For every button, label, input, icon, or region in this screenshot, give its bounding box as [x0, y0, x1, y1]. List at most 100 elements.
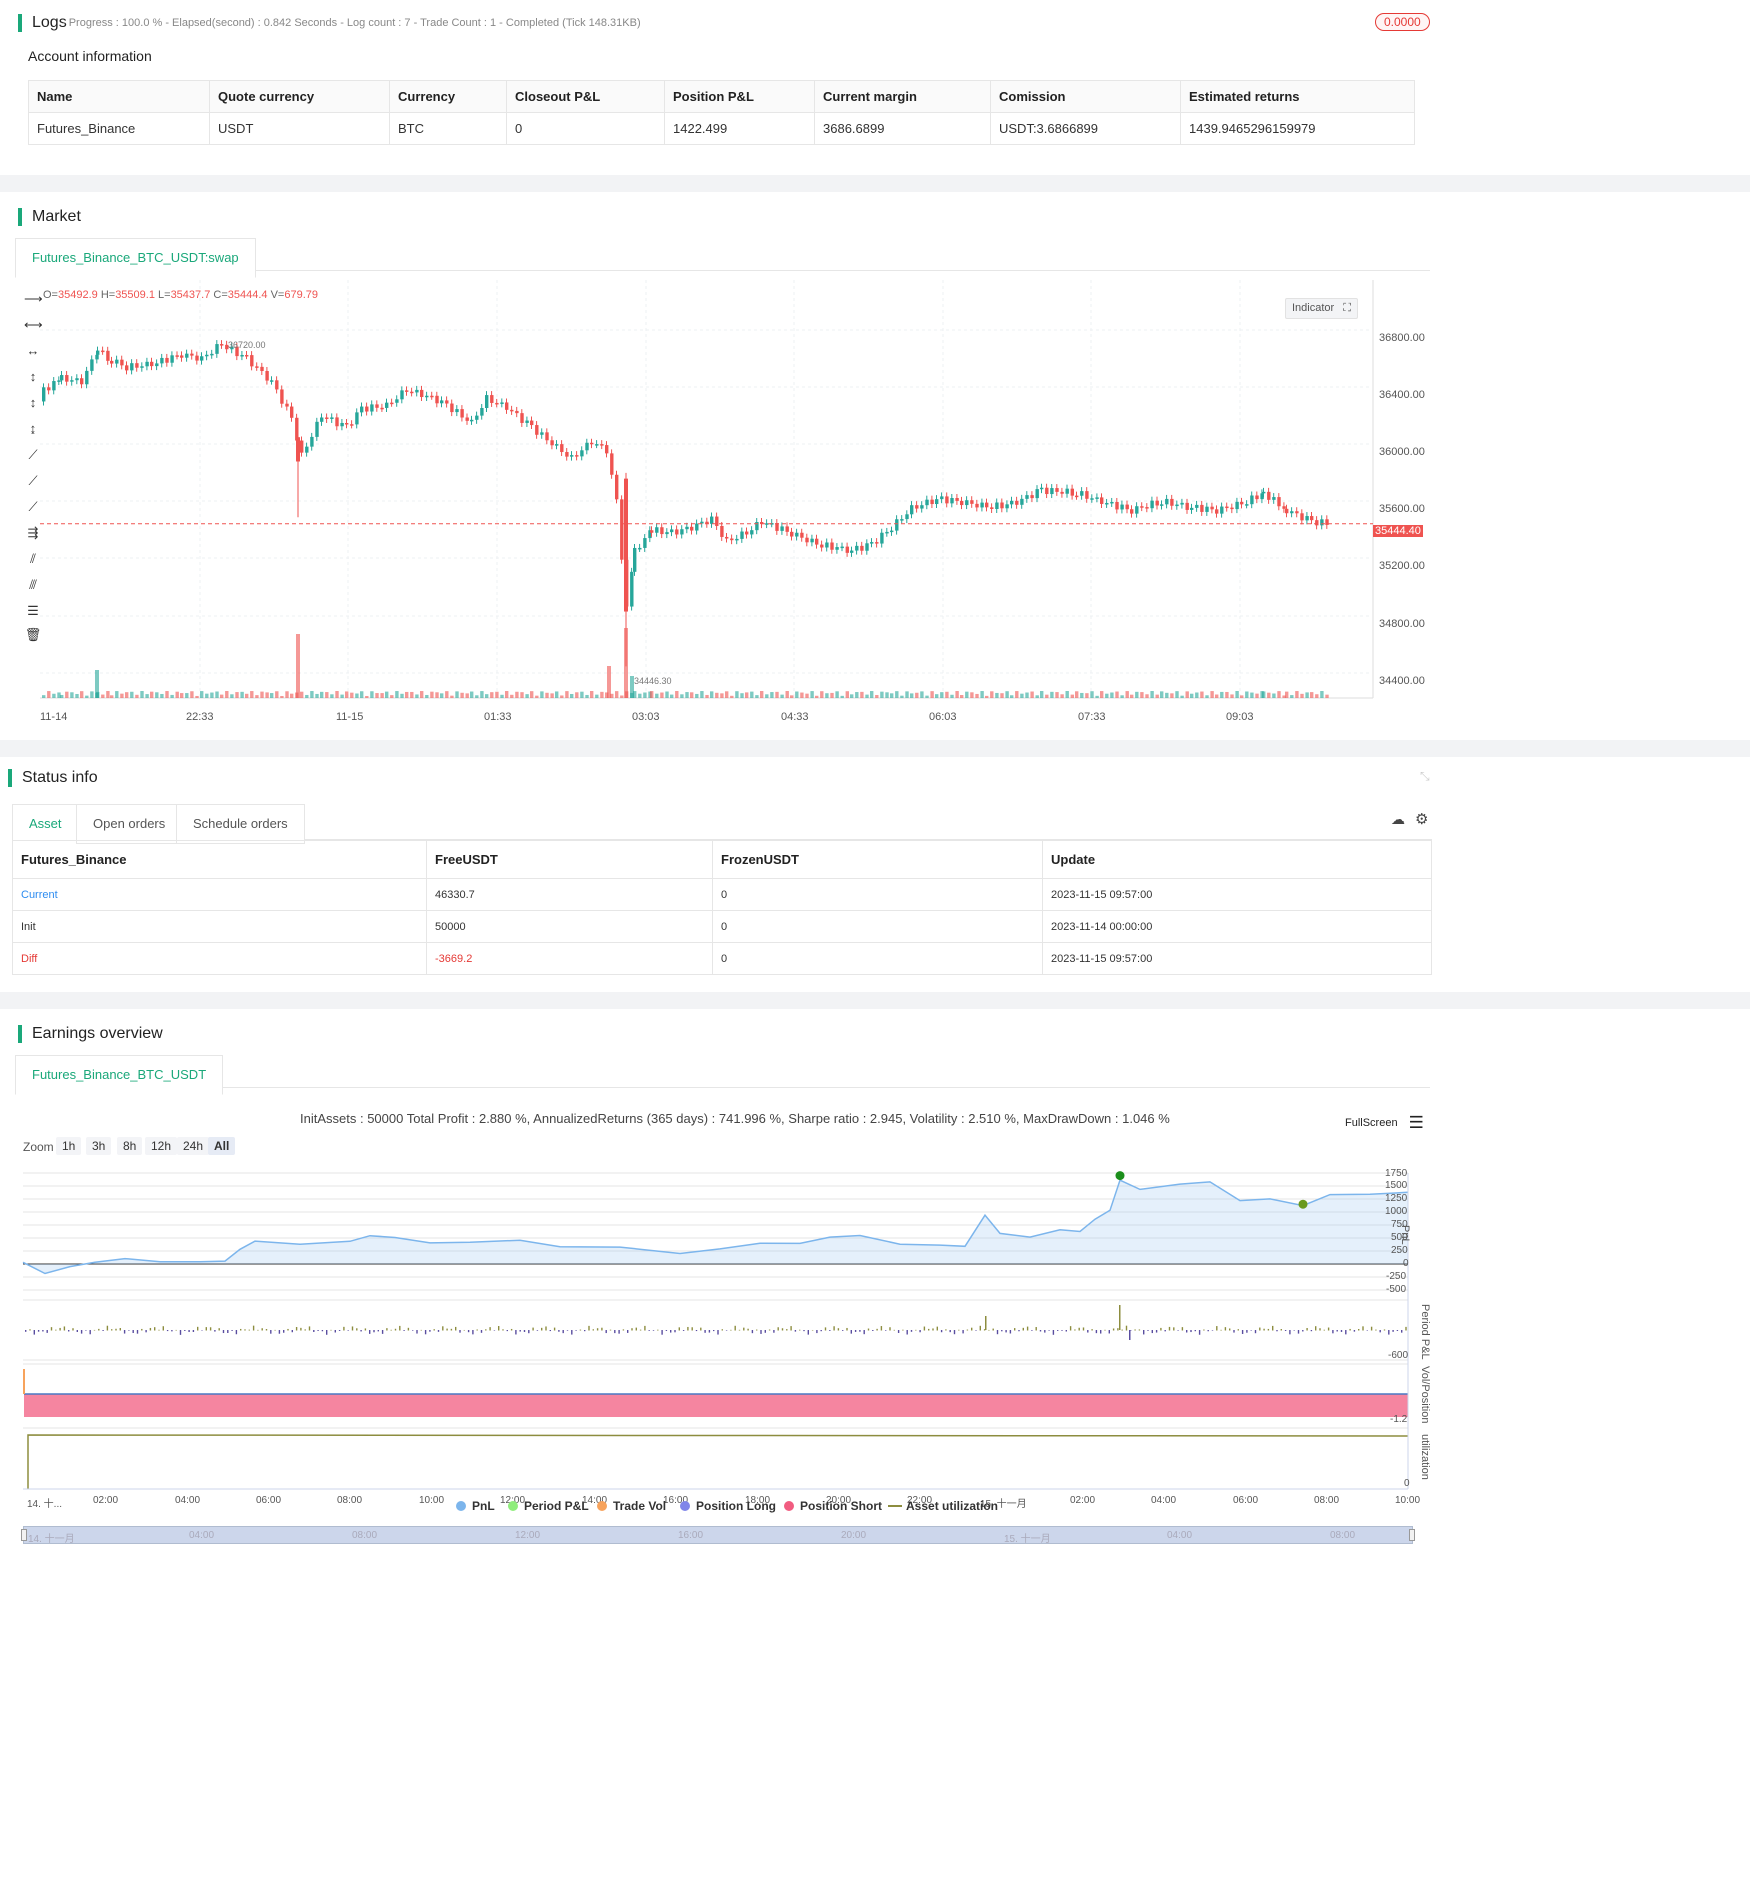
candle-body: [930, 499, 934, 505]
candle-body: [990, 507, 994, 509]
legend-trade-vol[interactable]: Trade Vol: [597, 1499, 666, 1513]
price-line-icon[interactable]: ⇶: [27, 525, 39, 540]
channel-icon[interactable]: ⫻: [29, 577, 37, 592]
volume-bar: [790, 695, 794, 698]
candle-body: [1195, 504, 1199, 508]
volume-bar: [720, 693, 724, 698]
period-pnl-bar: [1078, 1327, 1080, 1331]
period-pnl-bar: [601, 1327, 603, 1331]
fibonacci-icon[interactable]: ☰: [27, 603, 39, 618]
period-pnl-bar: [1336, 1330, 1338, 1332]
x-tick: 18:00: [745, 1495, 771, 1506]
zoom-24h-button[interactable]: 24h: [177, 1137, 210, 1155]
legend-position-short[interactable]: Position Short: [784, 1499, 882, 1513]
ray-line-icon[interactable]: ⟋: [28, 473, 38, 488]
volume-bar: [755, 695, 759, 698]
tab-earnings-symbol[interactable]: Futures_Binance_BTC_USDT: [15, 1055, 224, 1095]
candle-body: [165, 357, 169, 363]
volume-bar: [230, 694, 234, 698]
account-cell: 0: [506, 112, 665, 145]
trash-icon[interactable]: 🗑: [24, 627, 42, 642]
volume-bar: [1150, 691, 1154, 698]
volume-bar: [1180, 695, 1184, 698]
horizontal-ray-icon[interactable]: ⟷: [24, 317, 43, 332]
account-cell: 1422.499: [664, 112, 815, 145]
segment-line-icon[interactable]: ⟋: [28, 499, 38, 514]
account-cell: BTC: [389, 112, 507, 145]
candle-body: [965, 500, 969, 506]
period-pnl-bar: [1177, 1330, 1179, 1331]
volume-bar: [605, 692, 609, 698]
tab-asset[interactable]: Asset: [12, 804, 79, 844]
settings-gear-icon[interactable]: ⚙: [1415, 811, 1429, 828]
legend-period-pnl[interactable]: Period P&L: [508, 1499, 589, 1513]
period-pnl-bar: [1203, 1329, 1205, 1331]
tab-market-symbol[interactable]: Futures_Binance_BTC_USDT:swap: [15, 238, 256, 278]
collapse-icon[interactable]: ⤡: [1420, 769, 1430, 783]
period-pnl-bar: [270, 1330, 272, 1334]
legend-position-long[interactable]: Position Long: [680, 1499, 776, 1513]
account-col-quote: Quote currency: [209, 80, 390, 113]
volume-bar: [725, 691, 729, 698]
period-pnl-bar: [1207, 1330, 1209, 1332]
volume-bar: [785, 691, 789, 698]
candle-body: [615, 474, 619, 500]
tab-open-orders[interactable]: Open orders: [76, 804, 183, 844]
parallel-line-icon[interactable]: ⫽: [30, 551, 36, 566]
period-pnl-bar: [154, 1327, 156, 1331]
zoom-12h-button[interactable]: 12h: [145, 1137, 178, 1155]
candle-body: [250, 355, 254, 367]
period-pnl-bar: [863, 1330, 865, 1335]
period-pnl-bar: [988, 1329, 990, 1331]
period-pnl-bar: [756, 1329, 758, 1331]
asset-cell: 50000: [426, 910, 713, 943]
candle-body: [445, 400, 449, 404]
zoom-all-button[interactable]: All: [208, 1137, 236, 1155]
legend-asset-utilization[interactable]: Asset utilization: [888, 1499, 998, 1513]
cloud-download-icon[interactable]: ☁: [1391, 811, 1405, 827]
zoom-8h-button[interactable]: 8h: [117, 1137, 143, 1155]
extended-line-icon[interactable]: ↔: [26, 343, 40, 358]
vertical-segment-icon[interactable]: ↨: [29, 421, 37, 436]
candle-body: [130, 363, 134, 371]
legend-pnl[interactable]: PnL: [456, 1499, 495, 1513]
period-pnl-bar: [356, 1328, 358, 1331]
tab-schedule-orders[interactable]: Schedule orders: [176, 804, 305, 844]
vertical-line-icon[interactable]: ↕: [29, 369, 37, 384]
volume-bar: [670, 694, 674, 698]
logs-progress: - Progress : 100.0 % - Elapsed(second) :…: [62, 17, 641, 29]
period-pnl-bar: [842, 1330, 844, 1331]
volume-bar: [805, 693, 809, 698]
account-table: Name Quote currency Currency Closeout P&…: [28, 80, 1415, 145]
navigator[interactable]: 14. 十一月 04:00 08:00 12:00 16:00 20:00 15…: [21, 1526, 1415, 1545]
candle-body: [230, 346, 234, 350]
period-pnl-bar: [330, 1329, 332, 1331]
zoom-1h-button[interactable]: 1h: [56, 1137, 82, 1155]
candle-body: [580, 450, 584, 457]
fullscreen-button[interactable]: FullScreen ☰: [1345, 1113, 1424, 1133]
volume-bar: [370, 691, 374, 698]
volume-bar: [1075, 691, 1079, 698]
period-pnl-bar: [1396, 1330, 1399, 1331]
earnings-chart[interactable]: [0, 1164, 1440, 1509]
vertical-ray-icon[interactable]: ↕: [29, 395, 37, 410]
volume-bar: [1185, 691, 1189, 698]
candle-body: [1290, 511, 1294, 514]
navigator-handle-right[interactable]: [1409, 1529, 1415, 1541]
candlestick-chart[interactable]: [0, 280, 1440, 720]
candle-body: [815, 538, 819, 545]
volume-bar: [455, 691, 459, 698]
indicator-button[interactable]: Indicator ⛶: [1285, 298, 1358, 319]
candle-body: [385, 402, 389, 408]
volume-bar: [375, 693, 379, 698]
zoom-3h-button[interactable]: 3h: [86, 1137, 112, 1155]
volume-bar: [235, 692, 239, 698]
navigator-handle-left[interactable]: [21, 1529, 27, 1541]
asset-col-frozen: FrozenUSDT: [712, 840, 1043, 879]
period-pnl-bar: [1031, 1330, 1033, 1331]
horizontal-line-icon[interactable]: ⟶: [24, 291, 43, 306]
trend-line-icon[interactable]: ⟋: [28, 447, 38, 462]
candle-body: [330, 417, 334, 419]
period-pnl-bar: [1091, 1329, 1093, 1331]
period-pnl-bar: [209, 1327, 212, 1331]
